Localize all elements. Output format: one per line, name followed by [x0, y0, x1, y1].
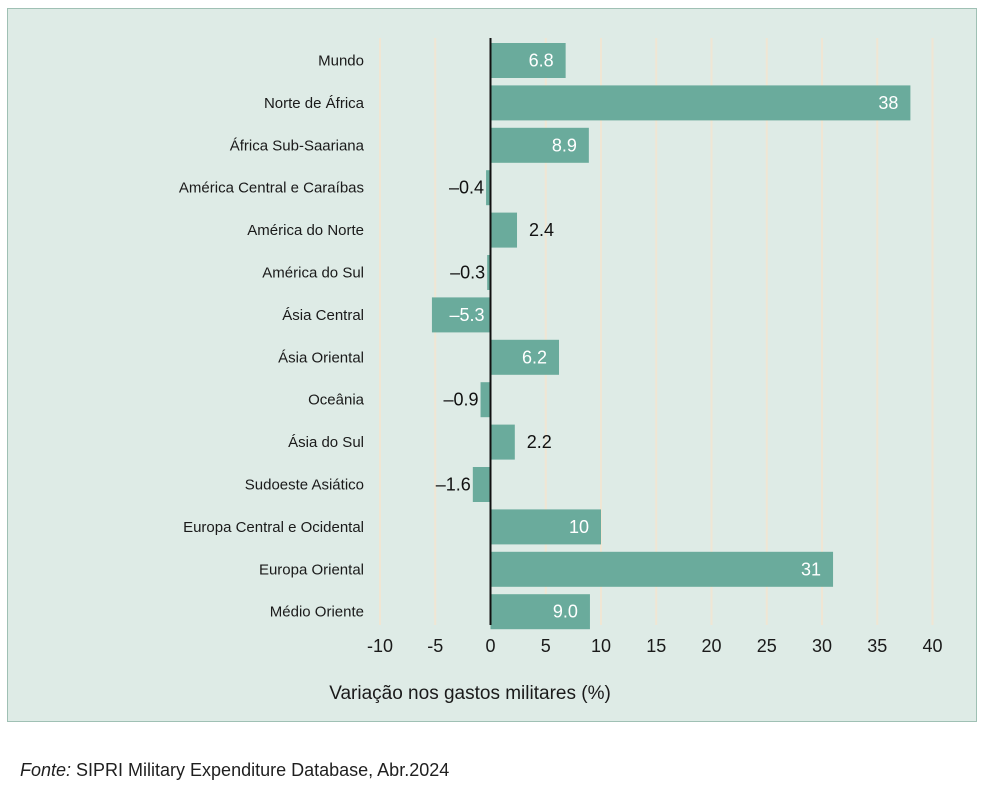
bar [431, 297, 491, 333]
category-label: Ásia Oriental [278, 349, 364, 366]
source-text: SIPRI Military Expenditure Database, Abr… [71, 760, 450, 780]
value-label: –1.6 [436, 475, 471, 495]
value-label: –5.3 [449, 305, 484, 325]
bar [490, 509, 601, 545]
category-label: África Sub-Saariana [230, 137, 365, 154]
x-axis-title: Variação nos gastos militares (%) [329, 683, 611, 704]
x-tick-label: 25 [757, 636, 777, 656]
value-label: 38 [878, 93, 898, 113]
category-label: Norte de África [264, 95, 365, 112]
value-label: –0.3 [450, 263, 485, 283]
bar [490, 85, 911, 121]
bar [490, 43, 566, 78]
x-tick-label: 40 [922, 636, 942, 656]
value-label: 9.0 [553, 602, 578, 622]
bar [487, 255, 491, 290]
value-label: 2.2 [527, 432, 552, 452]
x-tick-label: -10 [367, 636, 393, 656]
bar [490, 551, 834, 587]
category-label: Médio Oriente [270, 604, 364, 621]
value-label: –0.9 [444, 390, 479, 410]
value-label: 31 [801, 559, 821, 579]
category-label: Ásia Central [282, 307, 364, 324]
x-tick-label: 30 [812, 636, 832, 656]
bar [490, 424, 515, 460]
value-label: 8.9 [552, 135, 577, 155]
x-tick-label: -5 [427, 636, 443, 656]
x-tick-label: 20 [701, 636, 721, 656]
source-note: Fonte: SIPRI Military Expenditure Databa… [20, 760, 449, 781]
category-label: Oceânia [308, 392, 365, 409]
value-label: 6.2 [522, 347, 547, 367]
x-tick-label: 10 [591, 636, 611, 656]
bar [490, 127, 589, 163]
category-label: Europa Central e Ocidental [183, 519, 364, 536]
bar [486, 170, 491, 206]
category-label: Mundo [318, 53, 364, 70]
value-label: 6.8 [529, 51, 554, 71]
category-label: América Central e Caraíbas [179, 180, 364, 197]
category-label: América do Sul [262, 265, 364, 282]
category-label: América do Norte [247, 222, 364, 239]
category-label: Ásia do Sul [288, 434, 364, 451]
x-tick-label: 15 [646, 636, 666, 656]
source-prefix: Fonte: [20, 760, 72, 780]
bar [490, 212, 518, 248]
value-label: –0.4 [449, 178, 484, 198]
value-label: 10 [569, 517, 589, 537]
category-label: Europa Oriental [259, 561, 364, 578]
x-tick-label: 35 [867, 636, 887, 656]
bar [472, 467, 491, 502]
x-tick-label: 5 [541, 636, 551, 656]
x-tick-label: 0 [485, 636, 495, 656]
value-label: 2.4 [529, 220, 554, 240]
bar [490, 339, 560, 375]
bar [480, 382, 491, 418]
bar [490, 594, 590, 630]
category-label: Sudoeste Asiático [245, 477, 364, 494]
